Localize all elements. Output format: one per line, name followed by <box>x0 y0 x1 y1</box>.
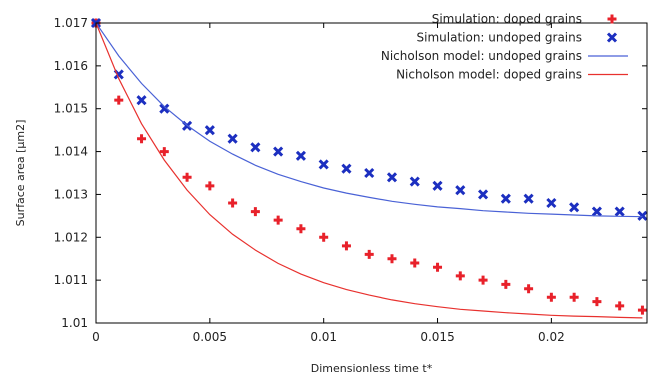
data-point <box>159 103 170 114</box>
data-point <box>341 241 351 251</box>
y-tick-label: 1.015 <box>54 102 88 116</box>
data-point <box>614 206 625 217</box>
data-point <box>136 95 147 106</box>
data-point <box>205 181 215 191</box>
series-0 <box>91 18 647 315</box>
data-point <box>592 297 602 307</box>
data-point <box>410 258 420 268</box>
data-point <box>409 176 420 187</box>
data-point <box>569 202 580 213</box>
data-point <box>615 301 625 311</box>
y-tick-label: 1.013 <box>54 187 88 201</box>
data-point <box>500 193 511 204</box>
data-point <box>137 134 147 144</box>
legend-marker <box>606 32 618 43</box>
y-tick-label: 1.016 <box>54 59 88 73</box>
y-tick-label: 1.012 <box>54 230 88 244</box>
data-point <box>591 206 602 217</box>
legend-label: Simulation: doped grains <box>432 12 582 26</box>
y-axis-title: Surface area [µm2] <box>14 120 27 227</box>
legend-label: Simulation: undoped grains <box>417 31 582 45</box>
series-2 <box>96 23 643 218</box>
legend-label: Nicholson model: doped grains <box>396 68 582 82</box>
series-3 <box>96 23 643 319</box>
data-point <box>569 292 579 302</box>
data-point <box>478 189 489 200</box>
data-point <box>204 125 215 136</box>
legend: Simulation: doped grains Simulation: undo… <box>381 12 628 82</box>
data-point <box>273 146 284 157</box>
data-point <box>637 305 647 315</box>
data-point <box>319 232 329 242</box>
data-point <box>182 172 192 182</box>
data-point <box>387 254 397 264</box>
data-point <box>364 167 375 179</box>
data-point <box>159 147 169 157</box>
data-point <box>455 271 465 281</box>
data-point <box>250 207 260 217</box>
data-point <box>318 159 329 170</box>
data-point <box>295 150 306 161</box>
data-point <box>386 172 398 183</box>
data-point <box>501 279 511 289</box>
data-point <box>546 292 556 302</box>
data-point <box>228 198 238 208</box>
data-point <box>341 163 352 174</box>
data-point <box>114 95 124 105</box>
data-point <box>546 197 557 209</box>
y-tick-label: 1.017 <box>54 16 88 30</box>
legend-marker <box>607 14 617 24</box>
data-point <box>478 275 488 285</box>
x-tick-label: 0.02 <box>538 330 565 344</box>
data-point <box>250 142 261 153</box>
data-point <box>296 224 306 234</box>
legend-label: Nicholson model: undoped grains <box>381 49 582 63</box>
data-point <box>364 249 374 259</box>
data-point <box>523 193 534 204</box>
x-tick-label: 0.01 <box>310 330 337 344</box>
y-tick-label: 1.011 <box>54 273 88 287</box>
x-tick-label: 0.005 <box>193 330 227 344</box>
series-line <box>96 23 643 218</box>
y-tick-label: 1.014 <box>54 145 88 159</box>
x-axis-title: Dimensionless time t* <box>311 362 433 375</box>
y-tick-label: 1.01 <box>61 316 88 330</box>
series-line <box>96 23 643 319</box>
axes-layer: 0 0.005 0.01 0.015 0.02 1.01 1.011 1.012 1.013 1.… <box>54 16 648 344</box>
data-point <box>433 262 443 272</box>
data-point <box>455 185 466 196</box>
data-point <box>227 133 238 144</box>
series-layer <box>90 17 648 319</box>
data-point <box>637 210 648 221</box>
data-point <box>524 284 534 294</box>
plot-frame <box>95 22 648 324</box>
data-point <box>273 215 283 225</box>
data-point <box>432 180 443 191</box>
x-tick-label: 0.015 <box>420 330 454 344</box>
x-tick-label: 0 <box>92 330 100 344</box>
